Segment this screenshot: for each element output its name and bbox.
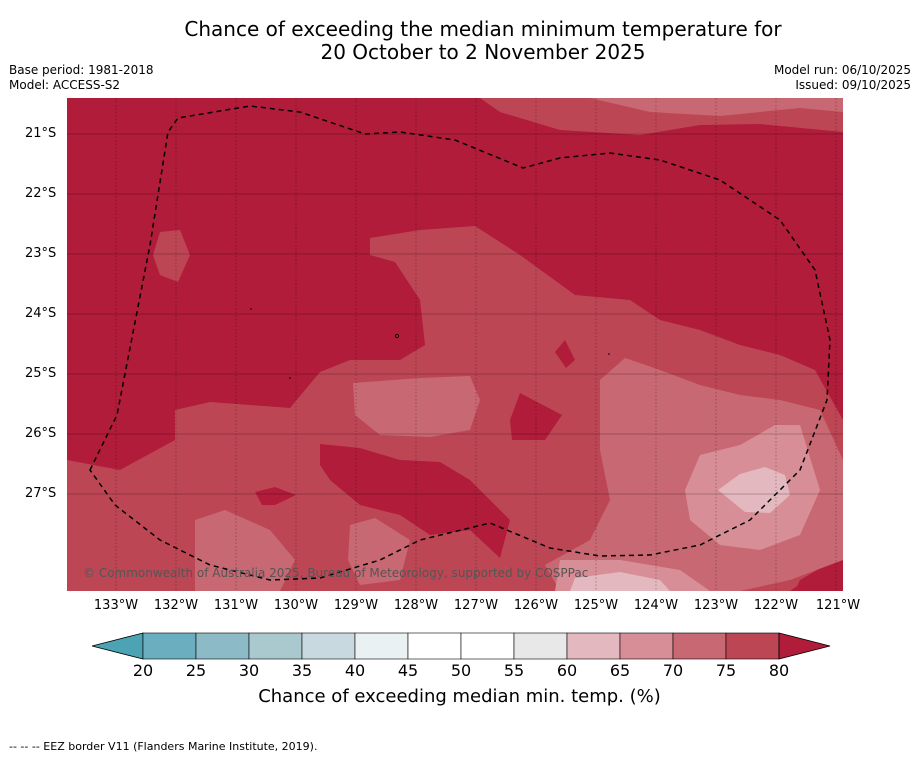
lon-label: 125°W bbox=[573, 598, 619, 613]
title-line-1: Chance of exceeding the median minimum t… bbox=[184, 17, 782, 41]
lon-label: 131°W bbox=[213, 598, 259, 613]
colorbar-tick-label: 30 bbox=[238, 661, 260, 680]
colorbar bbox=[91, 632, 831, 660]
region-bottom-60 bbox=[570, 572, 670, 591]
colorbar-tick-label: 70 bbox=[662, 661, 684, 680]
colorbar-under-arrow bbox=[91, 632, 144, 660]
issued-date: Issued: 09/10/2025 bbox=[795, 78, 911, 92]
colorbar-segment bbox=[672, 632, 727, 660]
lon-label: 124°W bbox=[633, 598, 679, 613]
model-run: Model run: 06/10/2025 bbox=[773, 63, 911, 77]
colorbar-segment bbox=[566, 632, 621, 660]
lon-label: 133°W bbox=[93, 598, 139, 613]
island-dot bbox=[608, 353, 610, 355]
colorbar-segment bbox=[725, 632, 780, 660]
region-mid-dark-4 bbox=[555, 340, 575, 368]
region-mid-dark-3 bbox=[510, 393, 562, 440]
colorbar-tick-label: 45 bbox=[397, 661, 419, 680]
lat-label: 25°S bbox=[25, 366, 57, 381]
region-lower-dark-1 bbox=[320, 444, 510, 558]
colorbar-tick-label: 55 bbox=[503, 661, 525, 680]
region-right-60 bbox=[718, 467, 790, 513]
colorbar-tick-label: 20 bbox=[132, 661, 154, 680]
colorbar-segment bbox=[301, 632, 356, 660]
colorbar-label: Chance of exceeding median min. temp. (%… bbox=[258, 686, 661, 707]
base-period: Base period: 1981-2018 bbox=[9, 63, 154, 77]
lon-label: 128°W bbox=[393, 598, 439, 613]
gridlines bbox=[67, 98, 843, 591]
lon-label: 121°W bbox=[815, 598, 861, 613]
region-lower-dark-2 bbox=[255, 487, 296, 505]
eez-border bbox=[89, 105, 831, 581]
region-bottom-mid-70 bbox=[348, 518, 410, 585]
colorbar-tick-label: 40 bbox=[344, 661, 366, 680]
colorbar-tick-label: 25 bbox=[185, 661, 207, 680]
lon-label: 127°W bbox=[453, 598, 499, 613]
title-line-2: 20 October to 2 November 2025 bbox=[320, 40, 646, 64]
colorbar-tick-label: 75 bbox=[715, 661, 737, 680]
meta-left: Base period: 1981-2018 Model: ACCESS-S2 bbox=[9, 63, 154, 93]
lon-label: 130°W bbox=[273, 598, 319, 613]
island-dot bbox=[394, 333, 399, 338]
meta-right: Model run: 06/10/2025 Issued: 09/10/2025 bbox=[774, 63, 911, 93]
region-central-70 bbox=[353, 376, 480, 437]
lat-label: 23°S bbox=[25, 246, 57, 261]
map-title: Chance of exceeding the median minimum t… bbox=[0, 18, 919, 64]
colorbar-over-arrow bbox=[778, 632, 831, 660]
lat-label: 22°S bbox=[25, 186, 57, 201]
island-dot bbox=[250, 308, 252, 310]
lon-label: 126°W bbox=[513, 598, 559, 613]
colorbar-segment bbox=[407, 632, 462, 660]
colorbar-segment bbox=[460, 632, 515, 660]
colorbar-tick-label: 35 bbox=[291, 661, 313, 680]
lon-label: 122°W bbox=[753, 598, 799, 613]
copyright-text: © Commonwealth of Australia 2025, Bureau… bbox=[83, 566, 589, 580]
lat-label: 24°S bbox=[25, 306, 57, 321]
colorbar-segment bbox=[142, 632, 197, 660]
lat-label: 21°S bbox=[25, 126, 57, 141]
colorbar-segment bbox=[248, 632, 303, 660]
region-top-right-70 bbox=[590, 98, 843, 116]
lat-label: 26°S bbox=[25, 426, 57, 441]
colorbar-segment bbox=[354, 632, 409, 660]
island-dot bbox=[289, 377, 291, 379]
map-field bbox=[67, 98, 843, 591]
colorbar-segment bbox=[195, 632, 250, 660]
colorbar-tick-label: 80 bbox=[768, 661, 790, 680]
lat-label: 27°S bbox=[25, 486, 57, 501]
colorbar-tick-label: 60 bbox=[556, 661, 578, 680]
lon-label: 129°W bbox=[333, 598, 379, 613]
model-name: Model: ACCESS-S2 bbox=[9, 78, 121, 92]
lon-label: 123°W bbox=[693, 598, 739, 613]
colorbar-segment bbox=[513, 632, 568, 660]
colorbar-tick-label: 50 bbox=[450, 661, 472, 680]
region-bottom-left-70 bbox=[195, 510, 295, 591]
colorbar-tick-label: 65 bbox=[609, 661, 631, 680]
eez-footnote: -- -- -- EEZ border V11 (Flanders Marine… bbox=[9, 740, 318, 753]
region-left-blob-70 bbox=[153, 230, 190, 282]
lon-label: 132°W bbox=[153, 598, 199, 613]
colorbar-segment bbox=[619, 632, 674, 660]
